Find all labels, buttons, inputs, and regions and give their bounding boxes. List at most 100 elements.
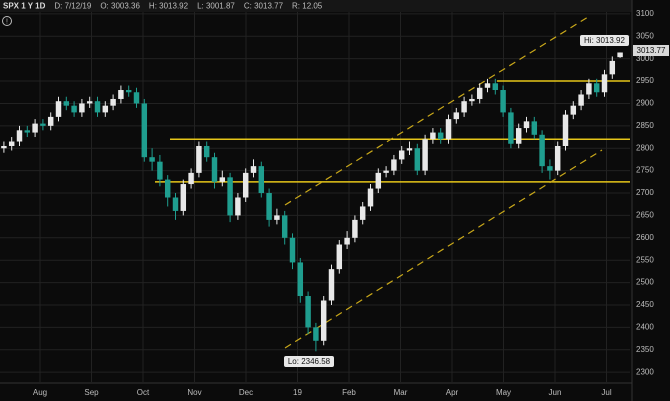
candle-body bbox=[344, 237, 350, 245]
candle-body bbox=[437, 132, 444, 140]
x-tick-label: Oct bbox=[137, 388, 150, 397]
x-tick-label: Jul bbox=[601, 388, 611, 397]
info-icon-glyph: ! bbox=[6, 18, 8, 25]
candle-body bbox=[188, 172, 194, 185]
candle-body bbox=[258, 166, 265, 194]
x-tick-label: Dec bbox=[239, 388, 253, 397]
candle-body bbox=[484, 83, 491, 88]
candle-body bbox=[32, 123, 38, 133]
x-tick-label: May bbox=[496, 388, 511, 397]
header-item: L: 3001.87 bbox=[197, 2, 235, 11]
candle-body bbox=[47, 116, 54, 126]
candle-body bbox=[180, 184, 187, 211]
candle-body bbox=[570, 105, 577, 115]
grid: 2300 2350 2400 2450 2500 2550 2600 2650 2700 2750… bbox=[0, 0, 654, 397]
candle-body bbox=[391, 159, 397, 171]
candle-body bbox=[125, 90, 132, 93]
candle-body bbox=[547, 166, 553, 171]
candle-body bbox=[203, 145, 210, 158]
candle-body bbox=[133, 92, 140, 104]
x-tick-label: Jun bbox=[549, 388, 562, 397]
candle-body bbox=[63, 101, 70, 106]
lo-label: Lo: 2346.58 bbox=[288, 357, 331, 366]
candle-body bbox=[172, 197, 179, 211]
candle-body bbox=[601, 74, 608, 93]
candle-body bbox=[94, 101, 101, 113]
x-tick-label: 19 bbox=[293, 388, 302, 397]
y-tick-label: 2700 bbox=[636, 188, 654, 197]
header: SPX 1 Y 1D D: 7/12/19 O: 3003.36 H: 3013.92… bbox=[3, 2, 323, 11]
candle-body bbox=[211, 157, 218, 182]
labels: Hi: 3013.92 3013.77 Lo: 2346.58 bbox=[284, 35, 669, 367]
x-tick-label: Sep bbox=[84, 388, 99, 397]
hi-label-box bbox=[580, 35, 629, 46]
candle-body bbox=[266, 193, 272, 220]
candle-body bbox=[406, 148, 413, 151]
candle-body bbox=[430, 132, 436, 140]
candle-body bbox=[71, 105, 77, 113]
y-tick-label: 3100 bbox=[636, 9, 654, 18]
candle-body bbox=[554, 145, 561, 171]
candle-body bbox=[149, 157, 155, 162]
candle-body bbox=[313, 327, 319, 341]
candle-body bbox=[79, 103, 85, 113]
candle-body bbox=[609, 60, 616, 75]
candle-body bbox=[414, 148, 421, 171]
y-tick-label: 2750 bbox=[636, 166, 654, 175]
x-tick-label: Mar bbox=[394, 388, 408, 397]
x-tick-label: Feb bbox=[342, 388, 356, 397]
candle-body bbox=[219, 177, 226, 182]
x-tick-label: Apr bbox=[446, 388, 459, 397]
candle-body bbox=[235, 197, 241, 216]
header-item: SPX 1 Y 1D bbox=[3, 2, 46, 11]
candle-body bbox=[24, 130, 31, 133]
last-price-box bbox=[633, 45, 669, 56]
x-tick-label: Aug bbox=[33, 388, 47, 397]
candle-body bbox=[445, 119, 452, 140]
candle-body bbox=[164, 179, 171, 198]
candle-body bbox=[515, 128, 522, 144]
candle-body bbox=[508, 112, 514, 144]
candle-body bbox=[375, 172, 382, 189]
header-bar bbox=[0, 0, 632, 12]
candle-body bbox=[102, 105, 109, 113]
y-tick-label: 3050 bbox=[636, 31, 654, 40]
y-tick-label: 2550 bbox=[636, 255, 654, 264]
info-icon[interactable] bbox=[2, 16, 12, 26]
candle-body bbox=[320, 300, 327, 341]
header-item: H: 3013.92 bbox=[149, 2, 189, 11]
candle-body bbox=[531, 121, 538, 135]
candle-body bbox=[305, 296, 311, 328]
x-tick-label: Nov bbox=[187, 388, 201, 397]
candle-body bbox=[196, 145, 202, 173]
candle-body bbox=[593, 83, 600, 93]
y-tick-label: 2600 bbox=[636, 233, 654, 242]
header-item: D: 7/12/19 bbox=[54, 2, 91, 11]
candle-body bbox=[461, 101, 467, 113]
candle-body bbox=[40, 123, 46, 126]
candle-body bbox=[367, 188, 374, 207]
y-tick-label: 2650 bbox=[636, 211, 654, 220]
candle-body bbox=[1, 145, 7, 149]
candle-body bbox=[469, 98, 475, 102]
y-tick-label: 3000 bbox=[636, 54, 654, 63]
candle-body bbox=[250, 166, 257, 173]
candle-body bbox=[359, 206, 366, 220]
candle-body bbox=[578, 94, 584, 106]
channel-lower bbox=[284, 149, 603, 349]
last-price-label: 3013.77 bbox=[637, 46, 666, 55]
header-item: C: 3013.77 bbox=[244, 2, 284, 11]
y-tick-label: 2850 bbox=[636, 121, 654, 130]
candle-body bbox=[157, 161, 163, 180]
candle-body bbox=[55, 101, 62, 117]
candle-body bbox=[453, 112, 460, 120]
candle-body bbox=[492, 83, 499, 91]
candle-body bbox=[118, 90, 124, 99]
candle-body bbox=[523, 121, 530, 129]
y-tick-label: 2900 bbox=[636, 99, 654, 108]
y-tick-label: 2950 bbox=[636, 76, 654, 85]
y-tick-label: 2800 bbox=[636, 143, 654, 152]
candle-body bbox=[476, 87, 483, 99]
y-tick-label: 2400 bbox=[636, 322, 654, 331]
